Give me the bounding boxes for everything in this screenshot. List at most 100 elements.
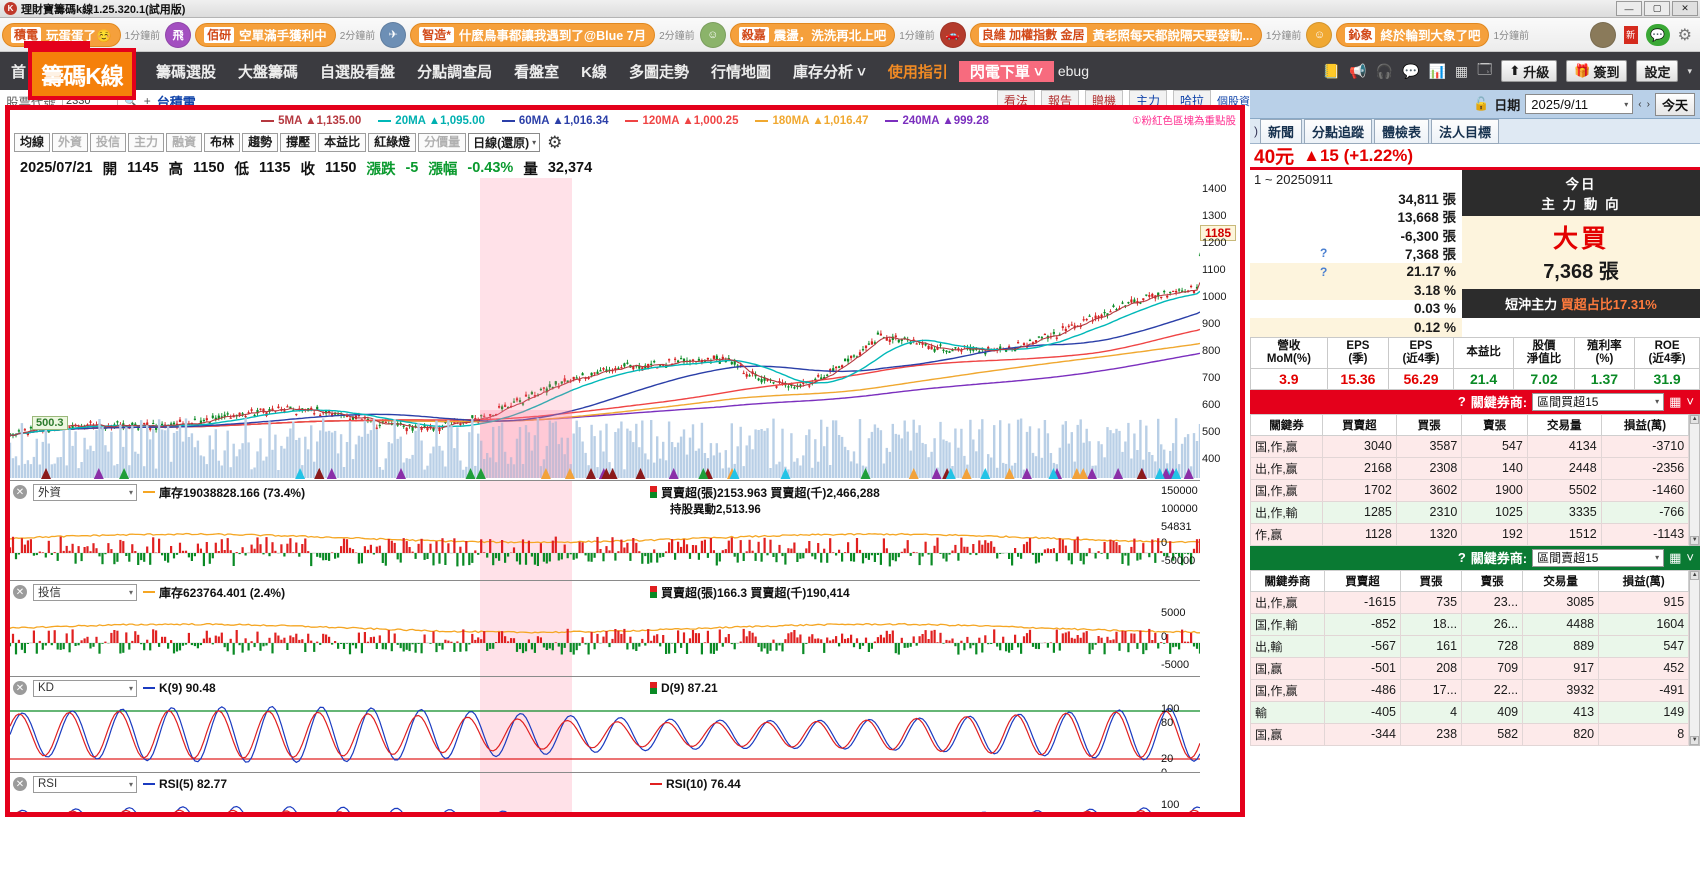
scroll-up-icon[interactable]: ▲ xyxy=(1690,570,1700,580)
nav-item-market-chips[interactable]: 大盤籌碼 xyxy=(238,63,299,81)
ticker-item[interactable]: ✈ 智造* 什麼鳥事都讓我遇到了@Blue 7月 2分鐘前 xyxy=(380,21,695,48)
tool-bollinger[interactable]: 布林 xyxy=(204,133,241,152)
nav-item-kline[interactable]: K線 xyxy=(581,63,607,81)
nav-item-home[interactable]: 首 xyxy=(11,63,27,81)
table-row[interactable]: 作,赢 1128 1320 192 1512 -1143 xyxy=(1250,522,1690,546)
date-input[interactable]: 2025/9/11 xyxy=(1525,94,1634,114)
ticker-item[interactable]: 積電 玩蛋蛋了☺️ 1分鐘前 xyxy=(2,22,160,48)
news-ticker[interactable]: 積電 玩蛋蛋了☺️ 1分鐘前 飛 佰研 空單滿手獲利中 2分鐘前 ✈ 智造* 什… xyxy=(0,18,1700,52)
user-avatar-icon[interactable] xyxy=(1589,21,1616,48)
table-row[interactable]: 出,作,赢 2168 2308 140 2448 -2356 xyxy=(1250,456,1690,480)
table-row[interactable]: 輸 -405 4 409 413 149 xyxy=(1250,700,1690,724)
nav-right-tools[interactable]: 📒 📢 🎧 💬 📊 ▦ 🗔 ⬆ 升級 🎁 簽到 設定 ▾ xyxy=(1323,59,1700,83)
gear-icon[interactable]: ⚙ xyxy=(547,132,563,152)
scroll-up-icon[interactable]: ▲ xyxy=(1690,414,1700,424)
grid-icon[interactable]: ▦ xyxy=(1454,62,1469,79)
maximize-button[interactable]: ▢ xyxy=(1644,1,1670,16)
megaphone-icon[interactable]: 📢 xyxy=(1349,62,1367,79)
tab-institution-target[interactable]: 法人目標 xyxy=(1431,118,1500,144)
window-icon[interactable]: 🗔 xyxy=(1477,61,1493,77)
subpanel-header[interactable]: ✕ 投信 庫存623764.401 (2.4%) 買賣超(張)166.3 買賣超… xyxy=(10,581,1200,603)
nav-item-multichart[interactable]: 多圖走勢 xyxy=(628,63,689,81)
today-button[interactable]: 今天 xyxy=(1654,92,1695,116)
chevron-down-icon[interactable]: ▾ xyxy=(1687,65,1692,76)
ticker-bubble[interactable]: 殺嘉 震盪，洗洗再北上吧 xyxy=(729,22,896,47)
scrollbar[interactable]: ▲ ▼ xyxy=(1689,413,1700,546)
broker-buy-filter-select[interactable]: 區間買超15 xyxy=(1532,392,1665,411)
ticker-bubble[interactable]: 佰研 空單滿手獲利中 xyxy=(195,22,336,47)
table-row[interactable]: 国,作,赢 -486 17... 22... 3932 -491 xyxy=(1250,678,1690,702)
prev-day-button[interactable]: ‹ xyxy=(1638,98,1642,110)
indicator-select[interactable]: KD xyxy=(33,679,137,697)
table-row[interactable]: 国,赢 -501 208 709 917 452 xyxy=(1250,656,1690,680)
ticker-item[interactable]: ☺ 鈊象 終於輪到大象了吧 1分鐘前 xyxy=(1306,21,1529,48)
main-navbar[interactable]: 首 籌碼選股 大盤籌碼 自選股看盤 分點調查局 看盤室 K線 多圖走勢 行情地圖… xyxy=(0,48,1700,100)
table-row[interactable]: 出,輸 -567 161 728 889 547 xyxy=(1250,634,1690,658)
help-icon[interactable]: ? xyxy=(1457,394,1466,409)
gear-icon[interactable]: ⚙ xyxy=(1677,26,1692,44)
nav-item-ebug[interactable]: ebug xyxy=(1057,63,1090,79)
chart-toolbar[interactable]: 均線 外資 投信 主力 融資 布林 趨勢 撐壓 本益比 紅綠燈 分價量 日線(還… xyxy=(14,132,562,153)
tool-ma[interactable]: 均線 xyxy=(14,133,51,152)
next-day-button[interactable]: › xyxy=(1646,98,1650,110)
tool-foreign[interactable]: 外資 xyxy=(52,133,89,152)
scrollbar[interactable]: ▲ ▼ xyxy=(1689,569,1700,746)
close-icon[interactable]: ✕ xyxy=(13,681,27,695)
ticker-bubble[interactable]: 鈊象 終於輪到大象了吧 xyxy=(1336,22,1490,47)
avatar[interactable]: ✈ xyxy=(380,21,407,48)
headset-icon[interactable]: 🎧 xyxy=(1375,62,1394,79)
period-select[interactable]: 日線(還原) xyxy=(468,133,541,152)
table-row[interactable]: 国,作,赢 3040 3587 547 4134 -3710 xyxy=(1250,434,1690,458)
close-button[interactable]: ✕ xyxy=(1672,1,1698,16)
chat-icon[interactable]: 💬 xyxy=(1645,23,1670,46)
nav-item-branch-survey[interactable]: 分點調查局 xyxy=(417,63,493,81)
tool-margin[interactable]: 融資 xyxy=(166,133,203,152)
ticker-item[interactable]: 飛 佰研 空單滿手獲利中 2分鐘前 xyxy=(165,21,375,48)
avatar[interactable]: 飛 xyxy=(165,21,192,48)
ticker-bubble[interactable]: 積電 玩蛋蛋了☺️ xyxy=(2,22,121,47)
ticker-bubble[interactable]: 智造* 什麼鳥事都讓我遇到了@Blue 7月 xyxy=(410,22,656,47)
subpanel-header[interactable]: ✕ RSI RSI(5) 82.77 RSI(10) 76.44 xyxy=(10,773,1200,795)
help-icon[interactable]: ? xyxy=(1320,264,1328,279)
nav-item-inventory[interactable]: 庫存分析 ˅ xyxy=(792,63,866,81)
tool-trust[interactable]: 投信 xyxy=(90,133,127,152)
help-icon[interactable]: ? xyxy=(1457,550,1466,565)
lock-icon[interactable]: 🔓 xyxy=(1473,96,1490,111)
grid-icon[interactable]: ▦ xyxy=(1669,393,1682,409)
table-row[interactable]: 国,作,赢 1702 3602 1900 5502 -1460 xyxy=(1250,478,1690,502)
table-row[interactable]: 国,赢 -344 238 582 820 8 xyxy=(1250,722,1690,746)
broker-sell-header[interactable]: ? 關鍵券商: 區間賣超15 ▦ ˅ xyxy=(1250,545,1700,570)
tool-trend[interactable]: 趨勢 xyxy=(242,133,279,152)
ticker-item[interactable]: 🚗 良維 加權指數 金居 黃老照每天都說隔天要發動... 1分鐘前 xyxy=(939,21,1301,48)
subpanel-header[interactable]: ✕ KD K(9) 90.48 D(9) 87.21 xyxy=(10,677,1200,699)
avatar[interactable]: ☺ xyxy=(1306,21,1333,48)
close-icon[interactable]: ✕ xyxy=(13,485,27,499)
tool-trafficlight[interactable]: 紅綠燈 xyxy=(368,133,417,152)
broker-buy-header[interactable]: ? 關鍵券商: 區間買超15 ▦ ˅ xyxy=(1250,389,1700,414)
close-icon[interactable]: ✕ xyxy=(13,777,27,791)
tool-support[interactable]: 撐壓 xyxy=(280,133,317,152)
scroll-down-icon[interactable]: ▼ xyxy=(1690,735,1700,745)
broker-sell-filter-select[interactable]: 區間賣超15 xyxy=(1532,548,1665,567)
comment-icon[interactable]: 💬 xyxy=(1402,62,1420,79)
nav-item-market-map[interactable]: 行情地圖 xyxy=(710,63,771,81)
settings-button[interactable]: 設定 xyxy=(1636,60,1679,82)
table-row[interactable]: 出,作,赢 -1615 735 23... 3085 915 xyxy=(1250,590,1690,614)
date-toolbar[interactable]: 🔓 日期 2025/9/11 ‹ › 今天 xyxy=(1250,90,1700,119)
chart-icon[interactable]: 📊 xyxy=(1428,62,1446,79)
tab-checkup[interactable]: 體檢表 xyxy=(1374,118,1430,144)
grid-icon[interactable]: ▦ xyxy=(1669,549,1682,565)
table-row[interactable]: 出,作,輸 1285 2310 1025 3335 -766 xyxy=(1250,500,1690,524)
panel-tabs[interactable]: ) 新聞 分點追蹤 體檢表 法人目標 xyxy=(1250,118,1700,144)
avatar[interactable]: ☺ xyxy=(699,21,726,48)
nav-item-chip-screener[interactable]: 籌碼選股 xyxy=(156,63,217,81)
tab-view[interactable]: 看法 xyxy=(996,90,1035,111)
book-icon[interactable]: 📒 xyxy=(1322,62,1341,79)
tab-news[interactable]: 新聞 xyxy=(1260,118,1303,144)
subpanel-header[interactable]: ✕ 外資 庫存19038828.166 (73.4%) 買賣超(張)2153.9… xyxy=(10,481,1200,516)
window-controls[interactable]: — ▢ ✕ xyxy=(1616,1,1698,16)
checkin-button[interactable]: 🎁 簽到 xyxy=(1566,60,1628,82)
add-icon[interactable]: + xyxy=(143,94,151,108)
scroll-down-icon[interactable]: ▼ xyxy=(1690,535,1700,545)
minimize-button[interactable]: — xyxy=(1616,1,1642,16)
